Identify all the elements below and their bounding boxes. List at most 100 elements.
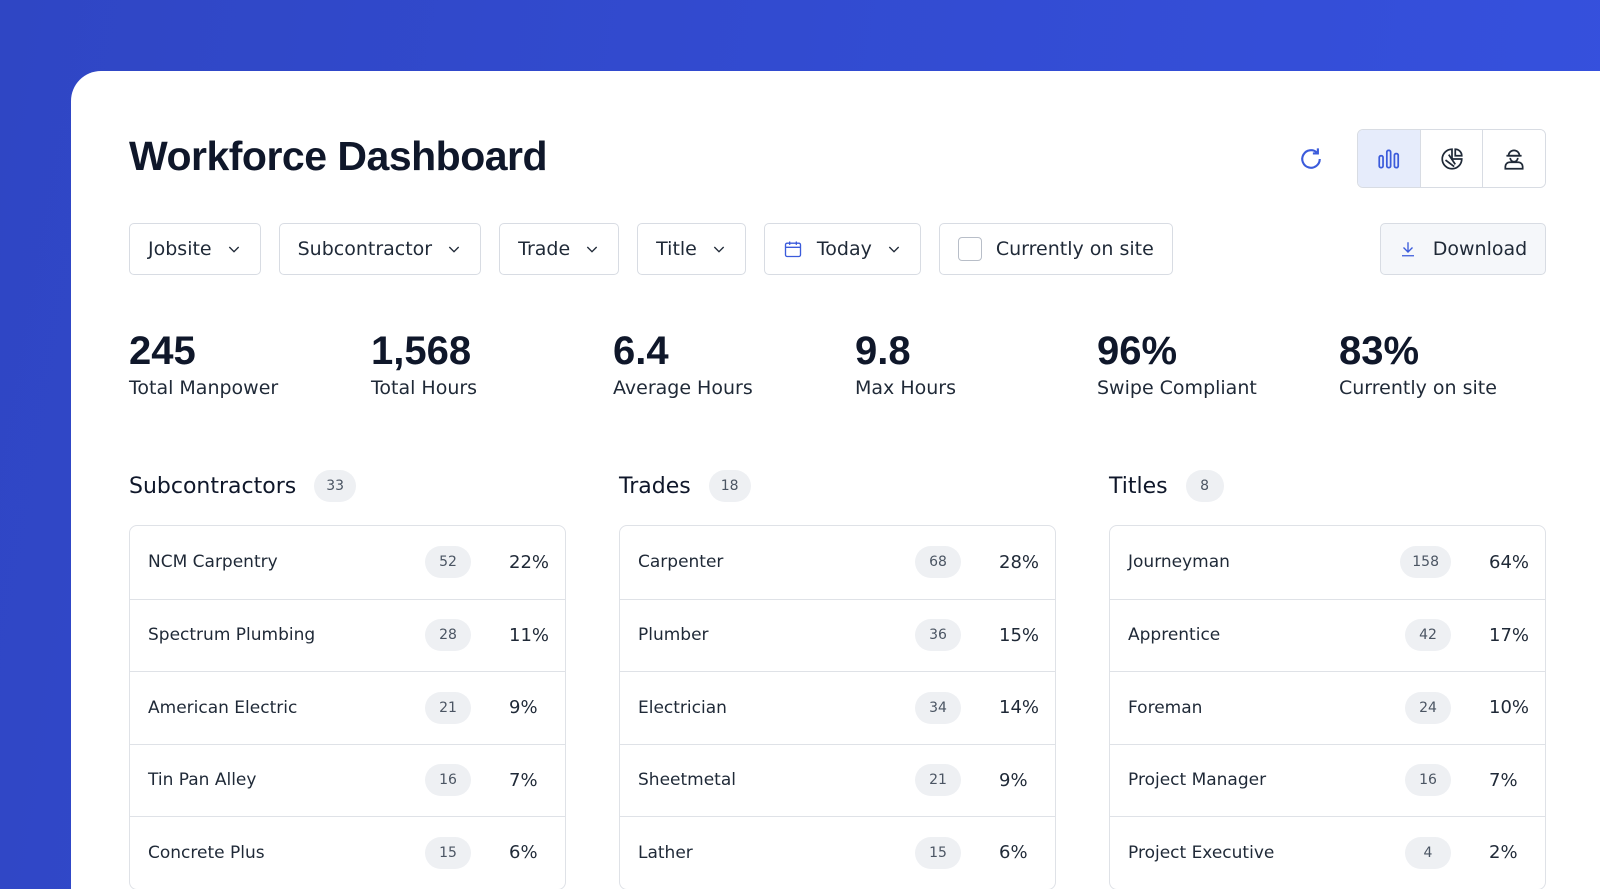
row-name: Project Executive <box>1128 842 1275 863</box>
stat-value: 96% <box>1097 329 1178 373</box>
stat: 96% Swipe Compliant <box>1097 327 1339 399</box>
table-row[interactable]: Spectrum Plumbing 28 11% <box>130 598 565 672</box>
row-percent: 6% <box>509 842 538 864</box>
stat: 245 Total Manpower <box>129 327 371 399</box>
stat: 6.4 Average Hours <box>613 327 855 399</box>
download-label: Download <box>1432 238 1528 260</box>
filter-dropdown[interactable]: Jobsite <box>129 223 261 275</box>
row-count: 158 <box>1400 546 1451 579</box>
table-row[interactable]: Tin Pan Alley 16 7% <box>130 743 565 817</box>
table-row[interactable]: Concrete Plus 15 6% <box>130 816 565 889</box>
table-row[interactable]: Foreman 24 10% <box>1110 671 1545 744</box>
panel-title: Titles <box>1109 473 1168 499</box>
row-percent: 7% <box>1489 769 1518 791</box>
row-name: Project Manager <box>1128 770 1267 791</box>
panel-table: Carpenter 68 28% Plumber 36 15% Electrician 34 1… <box>619 525 1056 889</box>
panel-header: Titles 8 <box>1109 469 1546 503</box>
stat: 9.8 Max Hours <box>855 327 1097 399</box>
panel: Subcontractors 33 NCM Carpentry 52 22% Spectr… <box>129 469 566 889</box>
row-percent: 17% <box>1489 624 1530 646</box>
row-percent: 7% <box>509 769 538 791</box>
filter-label: Currently on site <box>995 238 1154 260</box>
row-percent: 9% <box>999 769 1028 791</box>
row-count: 4 <box>1405 836 1451 869</box>
table-row[interactable]: NCM Carpentry 52 22% <box>130 526 565 599</box>
table-row[interactable]: Electrician 34 14% <box>620 671 1055 744</box>
row-name: Concrete Plus <box>148 842 265 863</box>
filter-label: Today <box>816 238 872 260</box>
stat-value: 245 <box>129 329 196 373</box>
row-percent: 64% <box>1489 551 1530 573</box>
panel: Trades 18 Carpenter 68 28% Plumber 36 15% Electr… <box>619 469 1056 889</box>
filter-dropdown[interactable]: Subcontractor <box>278 223 482 275</box>
dashboard-card: Workforce Dashboard Jobsite Subcontractor… <box>71 71 1600 889</box>
panel-header: Subcontractors 33 <box>129 469 566 503</box>
stat-value: 6.4 <box>613 329 669 373</box>
table-row[interactable]: Plumber 36 15% <box>620 598 1055 672</box>
stat: 83% Currently on site <box>1339 327 1581 399</box>
download-button[interactable]: Download <box>1380 223 1546 275</box>
filter-dropdown[interactable]: Trade <box>499 223 620 275</box>
stat: 1,568 Total Hours <box>371 327 613 399</box>
table-row[interactable]: Sheetmetal 21 9% <box>620 743 1055 817</box>
row-count: 15 <box>425 836 471 869</box>
row-name: Journeyman <box>1128 552 1230 573</box>
panel-count: 33 <box>314 470 357 502</box>
row-count: 42 <box>1405 619 1451 652</box>
panel-count: 8 <box>1185 470 1224 502</box>
panel-header: Trades 18 <box>619 469 1056 503</box>
row-count: 52 <box>425 546 471 579</box>
row-percent: 6% <box>999 842 1028 864</box>
row-name: Electrician <box>638 697 727 718</box>
table-row[interactable]: Lather 15 6% <box>620 816 1055 889</box>
stat-value: 83% <box>1339 329 1420 373</box>
panel: Titles 8 Journeyman 158 64% Apprentice 42 17% Fo… <box>1109 469 1546 889</box>
checkbox[interactable] <box>957 237 982 261</box>
filter-dropdown[interactable]: Currently on site <box>938 223 1173 275</box>
panel-count: 18 <box>708 470 751 502</box>
row-count: 16 <box>425 764 471 797</box>
filter-label: Subcontractor <box>297 238 433 260</box>
row-percent: 14% <box>999 697 1040 719</box>
bar-view-button[interactable] <box>1358 130 1420 187</box>
table-row[interactable]: Apprentice 42 17% <box>1110 598 1545 672</box>
view-toggle <box>1357 129 1546 188</box>
row-count: 28 <box>425 619 471 652</box>
filter-dropdown[interactable]: Today <box>763 223 921 275</box>
refresh-icon <box>1301 148 1321 169</box>
table-row[interactable]: American Electric 21 9% <box>130 671 565 744</box>
stat-label: Total Manpower <box>129 377 279 399</box>
stats-row: 245 Total Manpower 1,568 Total Hours 6.4 Aver… <box>129 327 1581 399</box>
row-name: Carpenter <box>638 552 724 573</box>
table-row[interactable]: Project Executive 4 2% <box>1110 816 1545 889</box>
filter-dropdown[interactable]: Title <box>637 223 746 275</box>
table-row[interactable]: Journeyman 158 64% <box>1110 526 1545 599</box>
filter-label: Jobsite <box>148 238 212 260</box>
row-name: Lather <box>638 842 693 863</box>
stat-label: Swipe Compliant <box>1097 377 1257 399</box>
worker-view-button[interactable] <box>1482 130 1545 187</box>
filter-label: Trade <box>518 238 571 260</box>
panel-table: Journeyman 158 64% Apprentice 42 17% Foreman 24… <box>1109 525 1546 889</box>
panel-table: NCM Carpentry 52 22% Spectrum Plumbing 28 11%… <box>129 525 566 889</box>
pie-view-button[interactable] <box>1419 130 1483 187</box>
refresh-button[interactable] <box>1296 144 1326 174</box>
row-name: American Electric <box>148 697 298 718</box>
row-percent: 22% <box>509 551 550 573</box>
table-row[interactable]: Project Manager 16 7% <box>1110 743 1545 817</box>
stat-label: Average Hours <box>613 377 753 399</box>
row-percent: 11% <box>509 624 550 646</box>
row-count: 21 <box>915 764 961 797</box>
row-count: 21 <box>425 691 471 724</box>
row-percent: 10% <box>1489 697 1530 719</box>
filter-bar: Jobsite Subcontractor Trade Title Today Curre… <box>129 223 1173 275</box>
table-row[interactable]: Carpenter 68 28% <box>620 526 1055 599</box>
row-percent: 2% <box>1489 842 1518 864</box>
row-count: 15 <box>915 836 961 869</box>
row-count: 16 <box>1405 764 1451 797</box>
stat-value: 1,568 <box>371 329 472 373</box>
row-name: Spectrum Plumbing <box>148 625 316 646</box>
stat-label: Max Hours <box>855 377 956 399</box>
row-name: Apprentice <box>1128 625 1221 646</box>
